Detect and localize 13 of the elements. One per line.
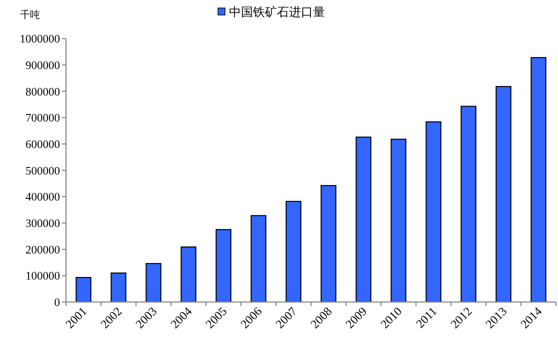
y-tick-label: 400000: [26, 192, 60, 204]
y-tick-label: 700000: [26, 112, 60, 125]
y-tick-label: 500000: [26, 165, 60, 178]
y-tick-label: 1000000: [20, 34, 60, 46]
y-tick-label: 900000: [26, 60, 60, 72]
y-tick-label: 100000: [26, 270, 60, 283]
y-tick-label: 200000: [26, 244, 60, 256]
y-axis-title: 千吨: [20, 9, 40, 21]
y-tick-label: 800000: [26, 86, 60, 98]
y-tick-label: 600000: [26, 138, 60, 151]
legend-label: 中国铁矿石进口量: [229, 5, 325, 19]
y-tick-label: 0: [54, 297, 60, 309]
y-tick-label: 300000: [26, 218, 60, 230]
